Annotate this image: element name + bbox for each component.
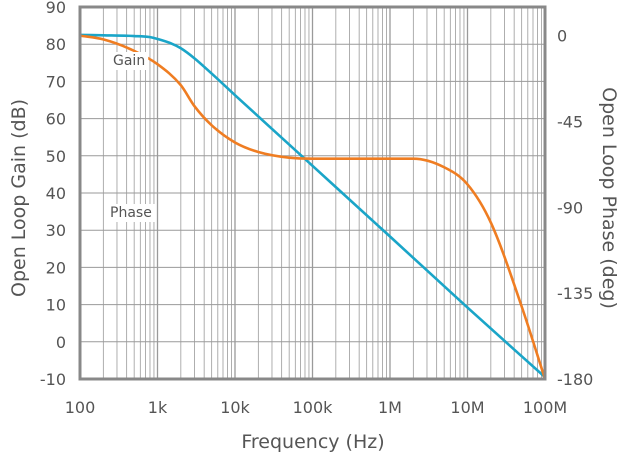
- series-line-gain: [78, 33, 547, 379]
- y2-tick-label: -90: [557, 198, 583, 217]
- series-label-text: Gain: [113, 53, 145, 69]
- x-tick-label: 100M: [523, 398, 567, 417]
- tick-labels: 100 1k 10k 100k 1M 10M 100M -10 0 10 20 30 40 50 60 70 8…: [40, 0, 593, 417]
- y2-axis-title: Open Loop Phase (deg): [598, 87, 620, 309]
- y-tick-label: 0: [56, 333, 66, 352]
- y2-tick-label: -180: [557, 370, 593, 389]
- x-tick-label: 1k: [148, 398, 168, 417]
- y-tick-label: 40: [46, 184, 66, 203]
- x-axis-title: Frequency (Hz): [241, 431, 384, 453]
- x-tick-label: 10M: [450, 398, 484, 417]
- series-label-background: [107, 204, 155, 222]
- y-tick-label: -10: [40, 370, 66, 389]
- series-label-background: [110, 52, 149, 70]
- series-label-text: Phase: [110, 205, 152, 221]
- x-tick-label: 10k: [220, 398, 250, 417]
- x-tick-label: 100: [65, 398, 96, 417]
- series-label-gain: Gain: [110, 52, 149, 70]
- y2-tick-label: -135: [557, 284, 593, 303]
- y-axis-title: Open Loop Gain (dB): [8, 99, 30, 297]
- y-tick-label: 70: [46, 72, 66, 91]
- y-tick-label: 80: [46, 35, 66, 54]
- y2-tick-label: -45: [557, 112, 583, 131]
- y-tick-label: 20: [46, 258, 66, 277]
- y-tick-label: 30: [46, 221, 66, 240]
- x-tick-label: 100k: [293, 398, 334, 417]
- x-tick-label: 1M: [378, 398, 402, 417]
- y-tick-label: 10: [46, 296, 66, 315]
- series: [78, 33, 547, 381]
- plot-frame: [78, 5, 547, 381]
- y-tick-label: 90: [46, 0, 66, 17]
- series-label-phase: Phase: [107, 204, 155, 222]
- series-line-phase: [78, 34, 547, 381]
- series-labels: Gain Phase: [107, 52, 155, 222]
- y-tick-label: 50: [46, 147, 66, 166]
- y2-tick-label: 0: [557, 27, 567, 46]
- y-tick-label: 60: [46, 110, 66, 129]
